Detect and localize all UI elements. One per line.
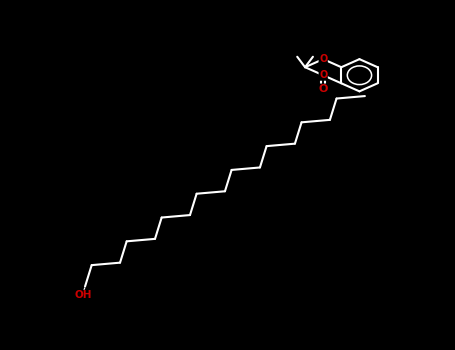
Text: OH: OH [74,290,91,300]
Text: O: O [319,54,327,64]
Text: O: O [318,84,328,94]
Text: O: O [319,70,327,80]
